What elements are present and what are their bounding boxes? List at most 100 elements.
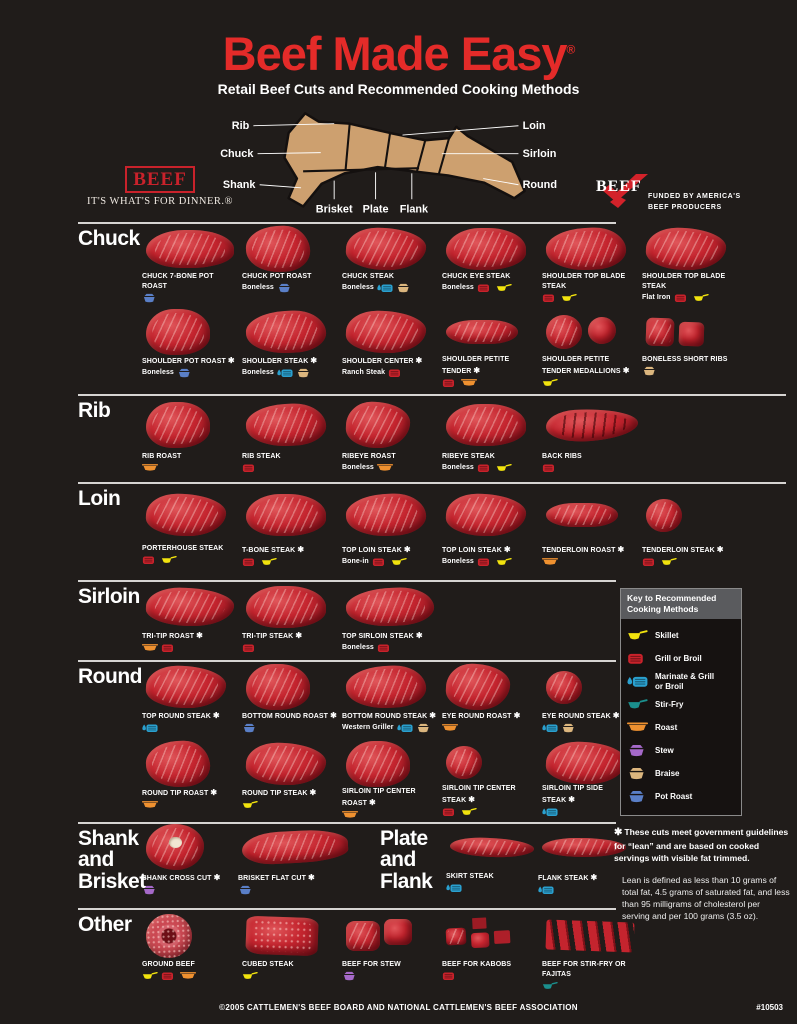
cut-name: RIB STEAK [242, 453, 281, 460]
cut-item: CHUCK STEAK Boneless [342, 226, 442, 309]
cut-item: BRISKET FLAT CUT ✱ [238, 822, 374, 908]
cut-item: SHOULDER PETITE TENDER ✱ [442, 309, 542, 392]
meat-photo [445, 662, 511, 712]
braise-icon [627, 767, 648, 780]
cut-name: TOP SIRLOIN STEAK [342, 633, 414, 640]
section-title: Chuck [78, 227, 140, 250]
grill-icon [372, 557, 388, 567]
header: Beef Made Easy® Retail Beef Cuts and Rec… [0, 30, 797, 97]
section-title: Sirloin [78, 585, 140, 608]
cut-item: TOP SIRLOIN STEAK ✱ Boneless [342, 584, 442, 654]
skillet-icon [627, 629, 648, 642]
cut-name: TOP ROUND STEAK [142, 713, 211, 720]
cut-row: PORTERHOUSE STEAK T-BONE STEAK ✱ TOP LOIN S… [142, 486, 790, 568]
roast-icon [142, 800, 158, 810]
marinate-icon [396, 723, 413, 733]
cut-item: SIRLOIN TIP CENTER STEAK ✱ [442, 741, 542, 818]
meat-photo [545, 740, 627, 786]
grill-icon [477, 557, 493, 567]
meat-photo [145, 492, 227, 538]
meat-photo [345, 400, 411, 450]
grill-icon [442, 378, 458, 388]
cut-item: TRI-TIP STEAK ✱ [242, 584, 342, 654]
skillet-icon [391, 557, 407, 567]
cut-name: SHOULDER TOP BLADE STEAK [642, 273, 726, 290]
cut-row: RIB ROAST RIB STEAK RIBEYE ROAST Boneless RI… [142, 398, 790, 474]
meat-photo [146, 402, 210, 448]
meat-photo [146, 824, 204, 870]
legend-label: Roast [655, 722, 678, 732]
cut-name: SIRLOIN TIP SIDE STEAK [542, 785, 603, 805]
grill-icon [674, 293, 690, 303]
skillet-icon [693, 293, 709, 303]
cut-item: RIB STEAK [242, 398, 342, 474]
cut-item: SHOULDER CENTER ✱ Ranch Steak [342, 309, 442, 392]
cut-item: T-BONE STEAK ✱ [242, 486, 342, 568]
legend-title: Key to Recommended Cooking Methods [621, 589, 741, 620]
cut-name: EYE ROUND ROAST [442, 713, 512, 720]
meat-photo [345, 585, 435, 629]
meat-photo [241, 828, 349, 866]
lean-asterisk: ✱ [295, 631, 303, 640]
section-round: Round TOP ROUND STEAK ✱ BOTTOM ROUND ROAST ✱… [78, 660, 790, 822]
meat-photo [542, 837, 626, 857]
braise-icon [396, 283, 412, 293]
braise-icon [296, 368, 312, 378]
roast-icon [542, 557, 558, 567]
section-chuck: Chuck CHUCK 7-BONE POT ROAST CHUCK POT ROA… [78, 222, 790, 394]
lean-asterisk: ✱ [307, 873, 315, 882]
marinate-icon [542, 723, 558, 733]
meat-photo [545, 406, 639, 444]
meat-photo [645, 226, 727, 272]
grill-icon [442, 971, 458, 981]
diagram-label-rib: Rib [232, 120, 250, 132]
cut-subname: Boneless [442, 283, 474, 291]
page-footer: ©2005 CATTLEMEN'S BEEF BOARD AND NATIONA… [0, 1003, 797, 1012]
stew-icon [342, 971, 358, 981]
cut-name: CHUCK STEAK [342, 273, 395, 280]
cut-subname: Boneless [342, 283, 374, 291]
meat-photo [245, 915, 319, 957]
cut-name: RIB ROAST [142, 453, 182, 460]
grill-icon [161, 643, 177, 653]
cut-subname: Boneless [242, 368, 274, 376]
lean-asterisk: ✱ [213, 873, 221, 882]
legend-row-roast: Roast [627, 716, 735, 739]
cut-row: TOP ROUND STEAK ✱ BOTTOM ROUND ROAST ✱ BOTTO… [142, 662, 790, 741]
copyright-text: ©2005 CATTLEMEN'S BEEF BOARD AND NATIONA… [219, 1003, 578, 1012]
meat-photo [144, 912, 194, 960]
cut-item: BEEF FOR STEW [342, 912, 442, 992]
meat-photo [445, 745, 483, 781]
cut-name: SHOULDER POT ROAST [142, 358, 226, 365]
cut-item: RIB ROAST [142, 398, 242, 474]
diagram-label-loin: Loin [523, 120, 546, 132]
cut-divider-lines [303, 123, 451, 175]
meat-photo [449, 836, 535, 858]
cut-name: TOP LOIN STEAK [442, 547, 502, 554]
cut-subname: Boneless [342, 463, 374, 471]
marinate-icon [627, 675, 648, 688]
roast-icon [442, 723, 458, 733]
cut-name: SHOULDER TOP BLADE STEAK [542, 273, 626, 290]
cut-name: SHOULDER PETITE TENDER MEDALLIONS [542, 356, 621, 375]
grill-icon [242, 463, 258, 473]
roast-icon [627, 721, 648, 734]
meat-photo [244, 224, 312, 274]
skillet-icon [561, 293, 577, 303]
lean-asterisk: ✱ [227, 356, 235, 365]
cut-item: SHOULDER TOP BLADE STEAK [542, 225, 642, 309]
skillet-icon [161, 555, 177, 565]
meat-photo [344, 491, 428, 539]
marinate-icon [377, 283, 393, 293]
grill-icon [142, 555, 158, 565]
registered-mark: ® [566, 42, 576, 57]
grill-icon [642, 557, 658, 567]
lean-asterisk: ✱ [330, 711, 337, 720]
cut-subname: Western Griller [342, 723, 394, 731]
grill-icon [442, 807, 458, 817]
section-sirloin: Sirloin TRI-TIP ROAST ✱ TRI-TIP STEAK ✱ TOP S… [78, 580, 790, 660]
cut-item: GROUND BEEF [142, 912, 242, 992]
marinate-icon [142, 723, 158, 733]
cut-item: SKIRT STEAK [446, 822, 538, 908]
cut-item: BONELESS SHORT RIBS [642, 309, 742, 392]
